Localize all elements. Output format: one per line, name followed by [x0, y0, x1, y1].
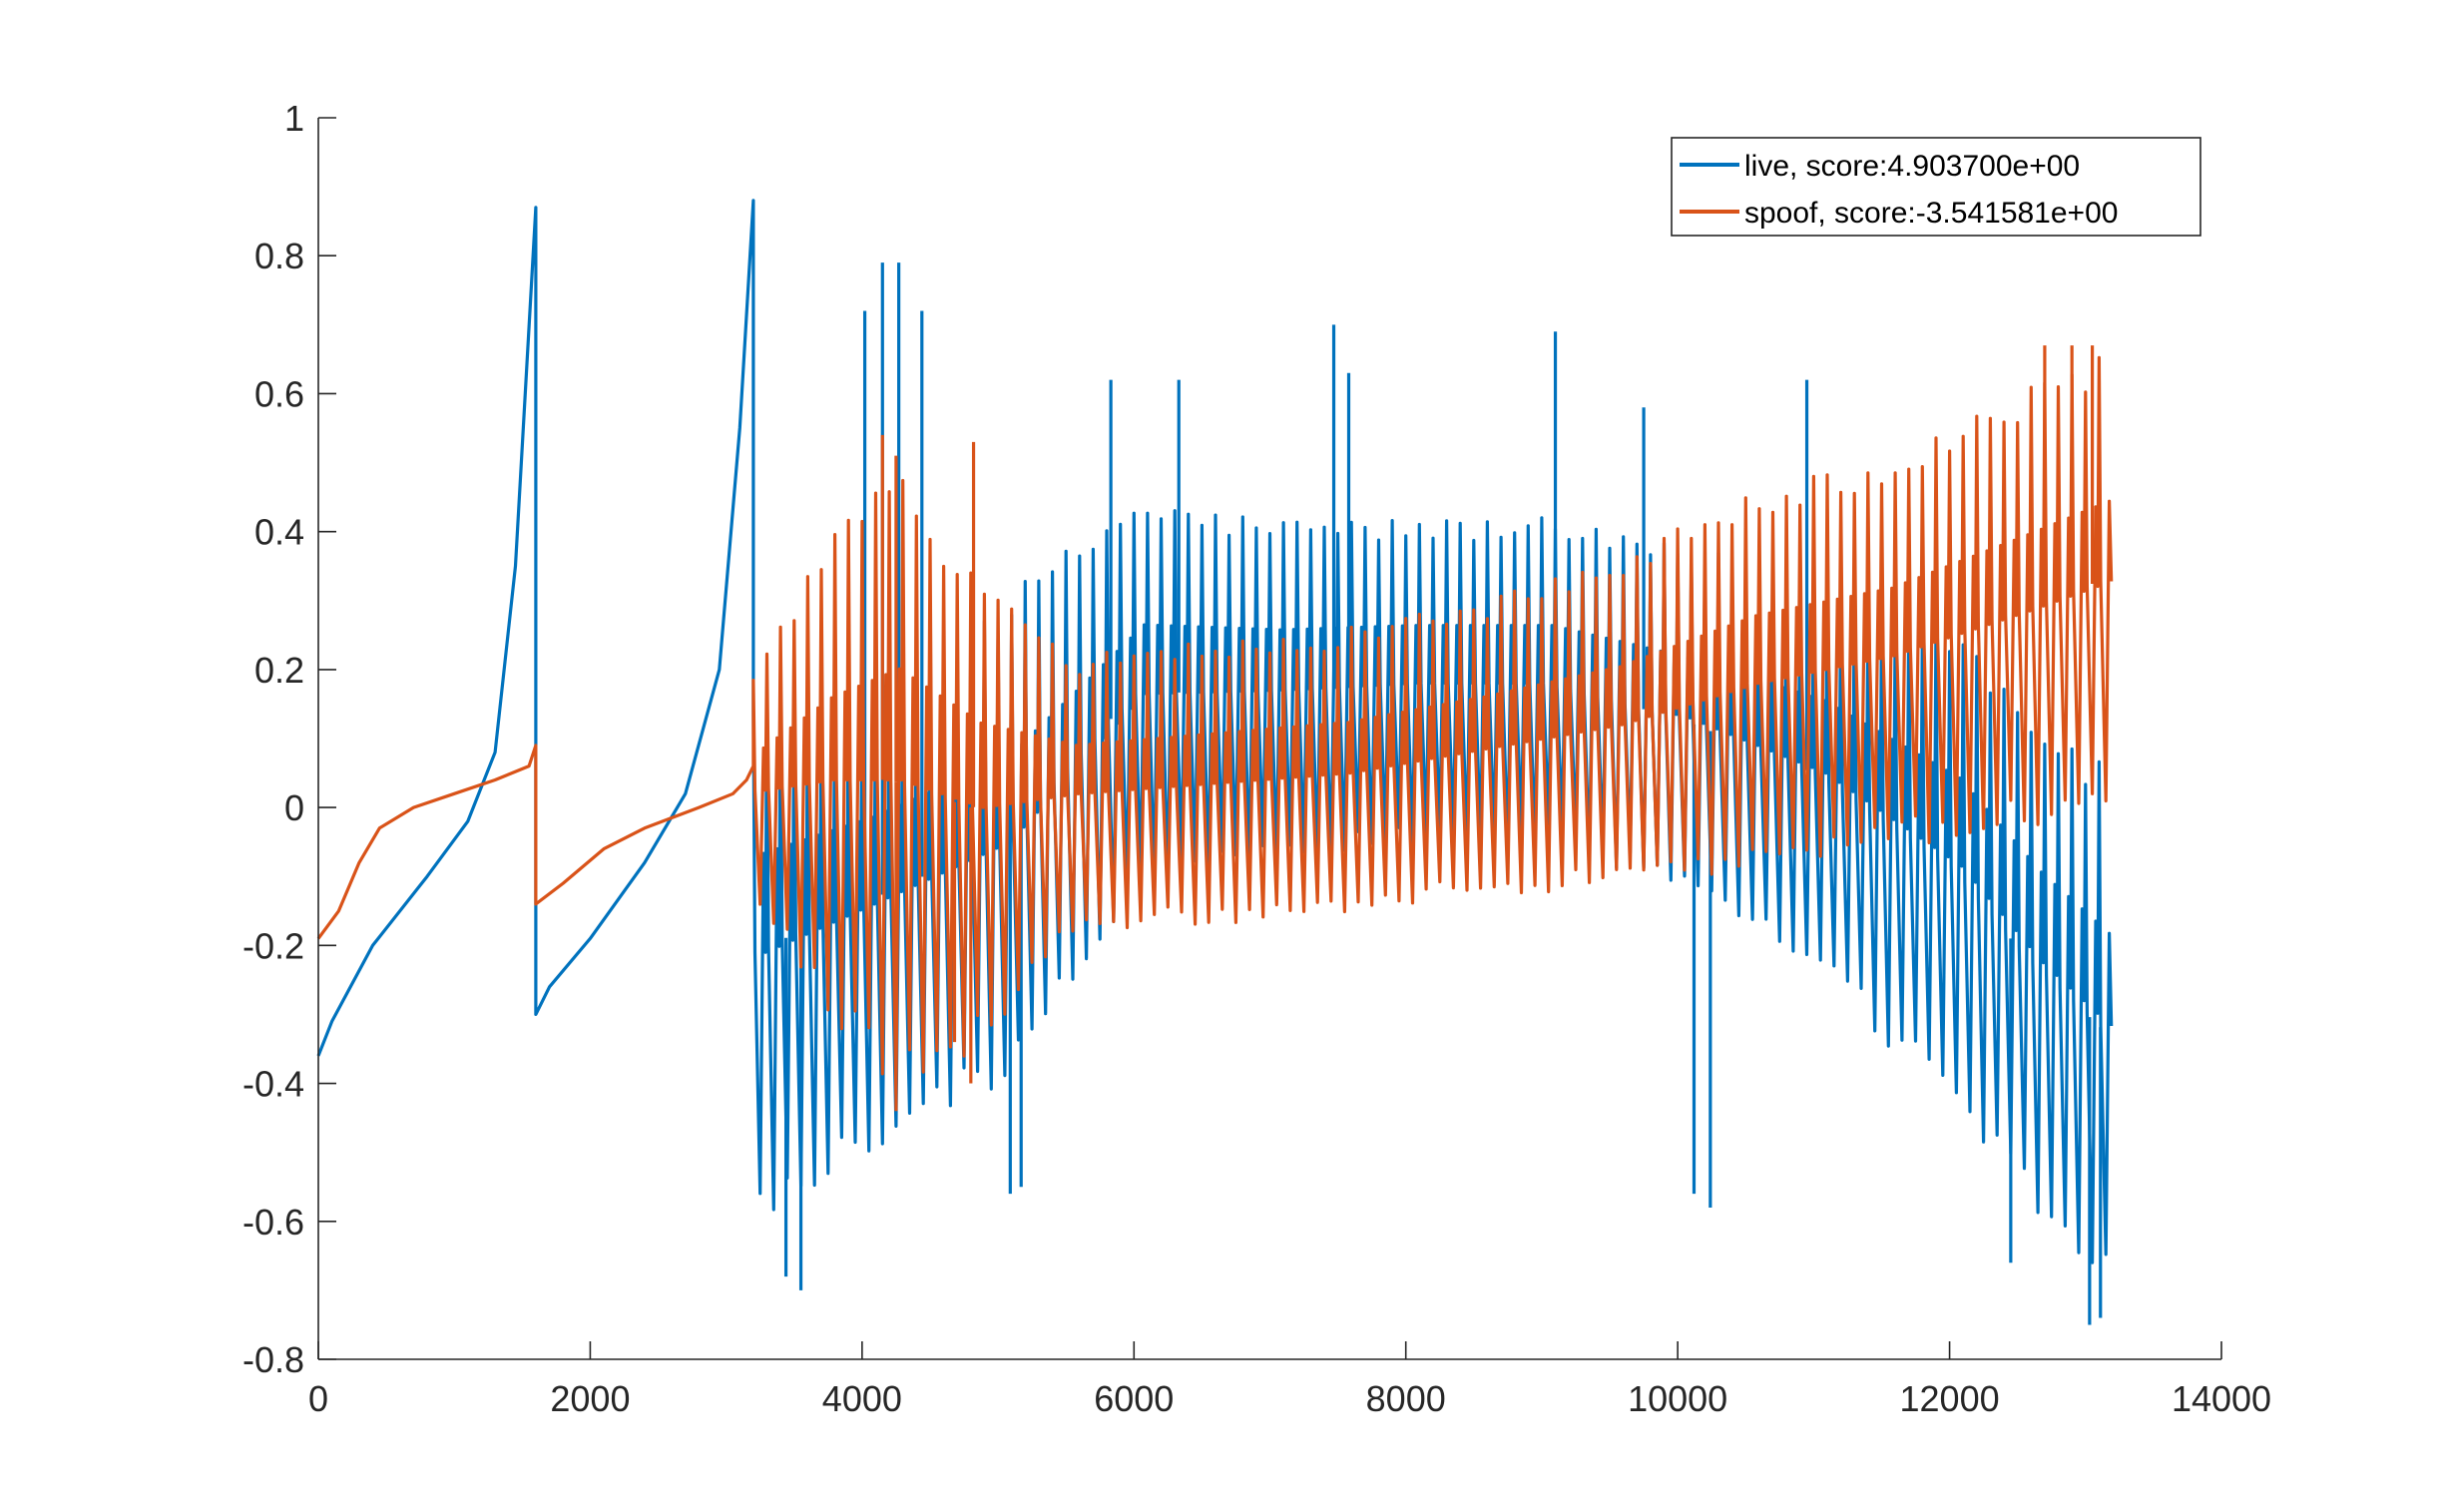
- y-tick-label: -0.2: [243, 925, 304, 966]
- y-tick-label: -0.8: [243, 1339, 304, 1380]
- series-1: [316, 345, 2114, 1112]
- x-tick-label: 4000: [822, 1378, 902, 1419]
- x-tick-label: 8000: [1366, 1378, 1446, 1419]
- y-tick-label: 0.4: [254, 512, 304, 553]
- y-tick-label: 0.2: [254, 650, 304, 691]
- series-line-1: [316, 355, 2114, 1096]
- x-tick-label: 10000: [1628, 1378, 1727, 1419]
- x-tick-label: 6000: [1094, 1378, 1174, 1419]
- x-tick-label: 14000: [2172, 1378, 2271, 1419]
- y-tick-label: -0.6: [243, 1202, 304, 1243]
- series-layer: [316, 199, 2114, 1325]
- y-tick-label: 0.8: [254, 236, 304, 276]
- y-tick-label: 0: [284, 787, 304, 828]
- y-tick-label: 1: [284, 98, 304, 139]
- legend-label-spoof: spoof, score:-3.541581e+00: [1744, 197, 2118, 230]
- y-tick-label: 0.6: [254, 373, 304, 414]
- legend-label-live: live, score:4.903700e+00: [1744, 150, 2080, 183]
- legend-box: [1671, 137, 2201, 237]
- y-tick-label: -0.4: [243, 1064, 304, 1105]
- x-ticks: 0 2000 4000 6000 8000 10000 12000 14000: [308, 1341, 2271, 1419]
- x-tick-label: 12000: [1900, 1378, 2000, 1419]
- y-ticks: -0.8 -0.6 -0.4 -0.2 0 0.2 0.4 0.6 0.8 1: [243, 98, 336, 1380]
- x-tick-label: 0: [308, 1378, 328, 1419]
- x-tick-label: 2000: [550, 1378, 630, 1419]
- legend: live, score:4.903700e+00 spoof, score:-3…: [1671, 137, 2201, 237]
- axes-layer: [317, 118, 2221, 1360]
